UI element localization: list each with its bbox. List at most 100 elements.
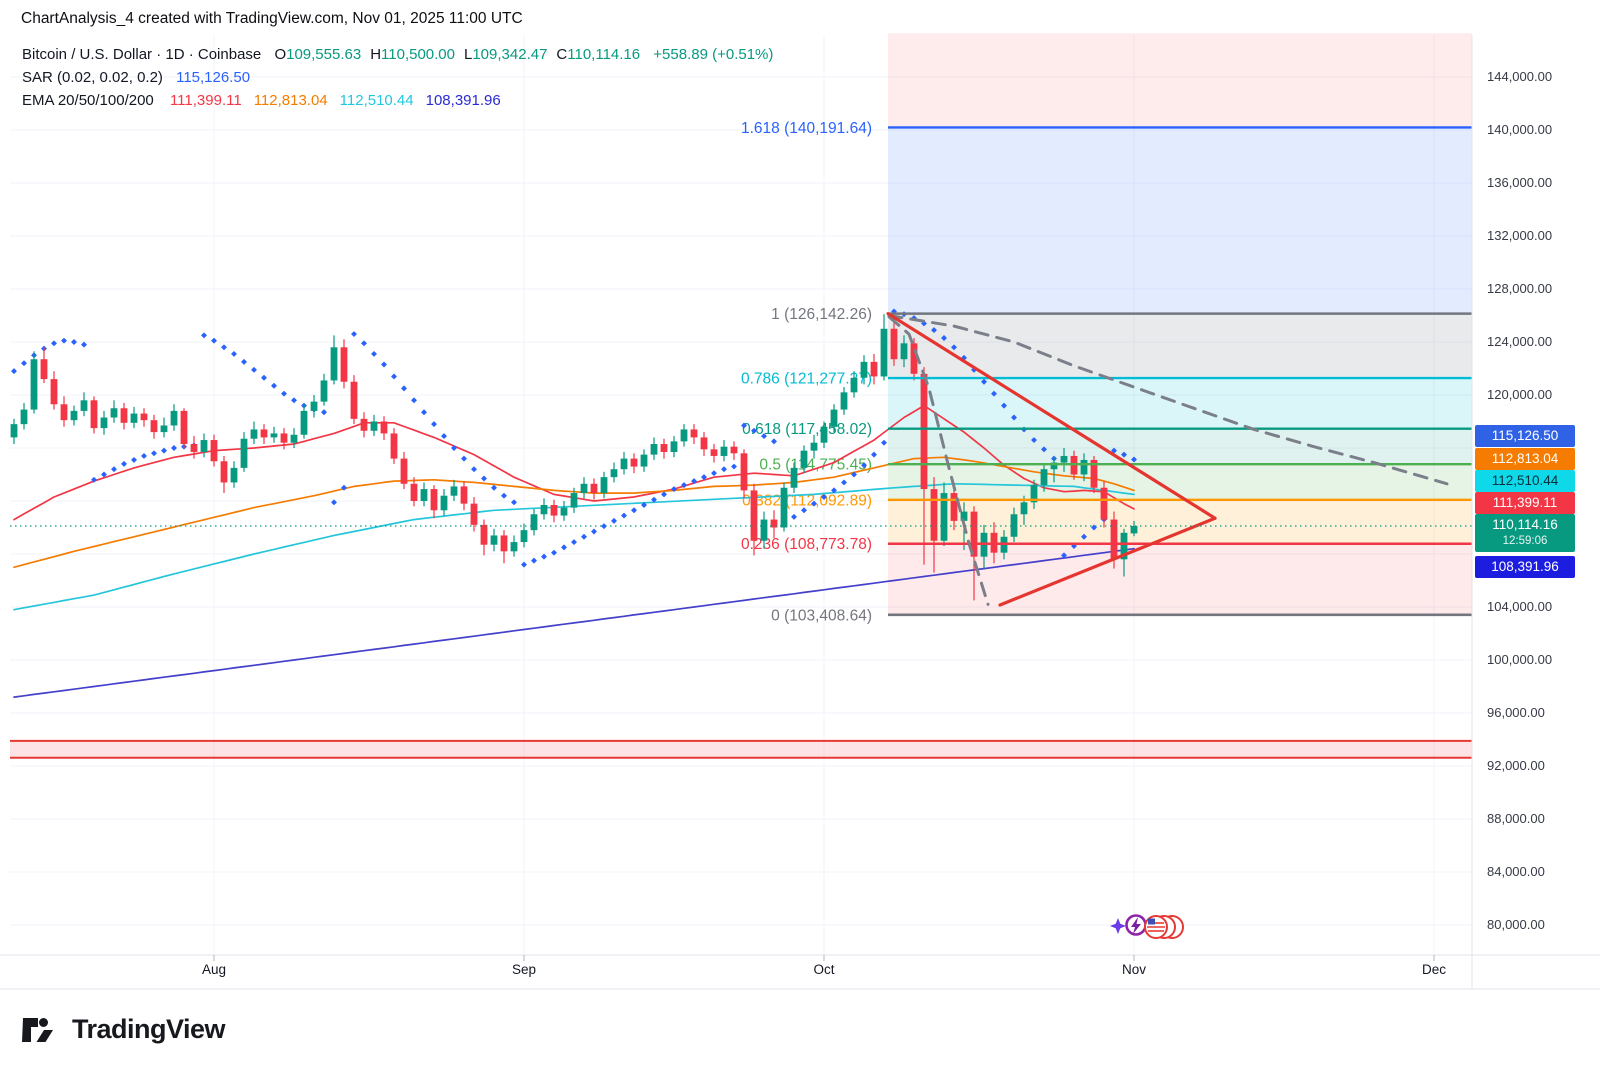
legend-sar[interactable]: SAR (0.02, 0.02, 0.2) 115,126.50 [22,69,250,86]
triangle-lower-line [998,516,1217,607]
candle [790,467,798,488]
candle [340,347,348,382]
sar-dot [21,360,27,367]
candle [610,469,618,478]
candle [1110,519,1118,560]
legend-ema[interactable]: EMA 20/50/100/200 111,399.11 112,813.04 11… [22,92,501,109]
sar-dot [501,492,507,499]
candle [950,493,958,521]
candle [650,444,658,455]
price-scale[interactable]: 144,000.00 140,000.00 136,000.00 132,000.00… [1472,35,1600,988]
candle [840,392,848,410]
ema-label: EMA 20/50/100/200 [22,92,154,109]
price-axis-label: 80,000.00 [1487,917,1545,932]
ohlc-key: O [274,46,287,63]
candle [870,361,878,377]
candle [300,410,308,435]
price-axis-label: 100,000.00 [1487,652,1553,667]
candle [900,343,908,360]
sar-dot [121,460,127,467]
candle [730,446,738,454]
candle [810,442,818,451]
candle [720,446,728,456]
legend-main-series[interactable]: Bitcoin / U.S. Dollar · 1D · Coinbase O1… [22,46,773,63]
candle [260,429,268,438]
price-badge-value: 115,126.50 [1491,427,1559,443]
candle [930,489,938,541]
sar-dot [341,484,347,491]
candle [1030,485,1038,503]
candle [310,401,318,411]
sar-dot [111,466,117,473]
sar-dot [291,397,297,404]
sar-dot [541,553,547,560]
sar-dot [81,341,87,348]
sar-dot [561,544,567,551]
sar-dot [641,502,647,508]
candle [860,361,868,378]
triangle-upper-line [886,312,1217,520]
dashed-long-line [887,314,1449,486]
price-badge-value: 108,391.96 [1491,558,1559,574]
price-axis-label: 136,000.00 [1487,175,1553,190]
candle [210,440,218,462]
candle [40,359,48,380]
fib-label: 0.236 (108,773.78) [741,536,872,553]
candle [630,458,638,467]
sar-dot [531,557,537,564]
month-label-nov: Nov [1121,962,1147,977]
sar-dot [261,374,267,381]
dashed-steep-line [887,315,990,606]
sparkle-coins-icon [1106,906,1190,955]
sar-dot [681,482,687,489]
candle [760,519,768,541]
tradingview-logo[interactable]: TradingView [22,1014,226,1045]
sar-dot [731,463,737,470]
candle [150,420,158,433]
sar-dot [701,474,707,481]
candle [230,467,238,483]
sar-dot [411,397,417,404]
candle [780,487,788,528]
sar-dot [471,466,477,473]
axis-chrome [0,35,1600,990]
price-badge: 112,813.04 [1475,448,1575,470]
sar-dot [661,491,667,498]
sar-dot [371,350,377,357]
sar-value: 115,126.50 [176,69,251,86]
candle [910,343,918,374]
sar-label: SAR (0.02, 0.02, 0.2) [22,69,163,86]
fib-zone [888,464,1472,500]
candle [830,409,838,427]
price-badge: 112,510.44 [1475,470,1575,492]
sar-dot [381,361,387,368]
candle [80,400,88,411]
candle [60,404,68,421]
candle [660,444,668,452]
sar-dot [741,422,747,429]
candle [270,433,278,438]
fib-labels: 1.618 (140,191.64) 1 (126,142.26) 0.786 (1… [741,120,872,624]
triangle-pattern [886,312,1217,607]
fib-label: 1 (126,142.26) [771,306,872,323]
candle [290,434,298,443]
sar-dot [721,466,727,473]
candle [240,438,248,468]
sar-dot [421,409,427,416]
candle [700,437,708,450]
candle [770,519,778,528]
sar-dot [671,486,677,493]
ema-value: 111,399.11 [169,92,242,109]
sar-dot [811,500,817,507]
candle [500,535,508,552]
candle [280,433,288,443]
candle [680,429,688,442]
sar-dot [251,366,257,373]
candle [460,486,468,504]
candle [50,379,58,405]
time-scale[interactable]: Aug Sep Oct Nov Dec [0,955,1472,989]
candle [190,444,198,452]
ema200-line [13,547,1135,698]
fib-zone [888,33,1472,128]
